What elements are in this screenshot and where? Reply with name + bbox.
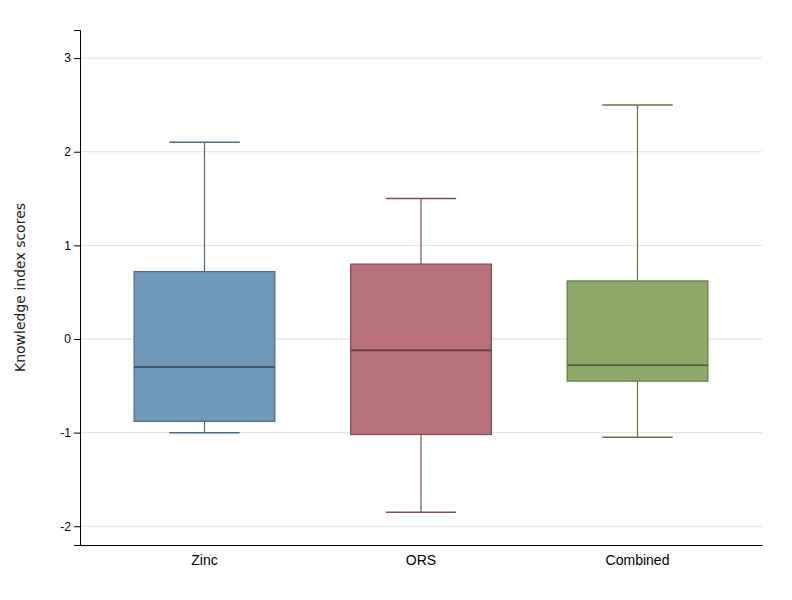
x-tick-label: Zinc <box>191 552 217 568</box>
upper-cap <box>386 198 456 200</box>
y-axis-line <box>74 31 81 546</box>
y-tick: 0 <box>64 332 80 346</box>
y-tick: 2 <box>64 145 80 159</box>
y-tick-mark <box>74 339 80 340</box>
y-tick-label: 1 <box>64 239 71 253</box>
y-tick-label: 2 <box>64 145 71 159</box>
lower-cap <box>386 511 456 513</box>
y-tick-mark <box>74 433 80 434</box>
lower-cap <box>602 437 672 439</box>
box <box>567 281 708 381</box>
lower-whisker <box>420 435 421 513</box>
y-tick-mark <box>74 245 80 246</box>
y-axis-title: Knowledge index scores <box>12 203 28 372</box>
y-tick-mark <box>74 58 80 59</box>
grid <box>80 58 762 526</box>
median <box>134 366 275 368</box>
x-tick: Combined <box>606 552 670 568</box>
x-axis: Zinc ORS Combined <box>81 546 763 568</box>
y-tick-mark <box>74 152 80 153</box>
y-tick-label: -1 <box>60 426 71 440</box>
y-tick-label: -2 <box>60 520 71 534</box>
grid-line <box>80 151 762 152</box>
upper-whisker <box>420 199 421 265</box>
box <box>134 272 275 422</box>
y-tick-mark <box>74 526 80 527</box>
grid-line <box>80 58 762 59</box>
y-tick: -2 <box>60 520 80 534</box>
upper-cap <box>169 142 239 144</box>
lower-whisker <box>637 381 638 437</box>
chart: -2 -1 0 1 2 3 Zinc ORS Combined Knowledge index s… <box>0 0 792 600</box>
box <box>351 264 492 434</box>
lower-cap <box>169 432 239 434</box>
y-axis: -2 -1 0 1 2 3 <box>60 31 80 546</box>
box-group <box>134 142 275 432</box>
y-tick-label: 3 <box>64 51 71 65</box>
box-group <box>567 105 708 437</box>
x-tick: ORS <box>406 552 436 568</box>
median <box>567 364 708 366</box>
upper-whisker <box>637 105 638 281</box>
y-tick: 1 <box>64 239 80 253</box>
y-tick: -1 <box>60 426 80 440</box>
x-tick: Zinc <box>191 552 217 568</box>
x-tick-label: Combined <box>606 552 670 568</box>
grid-line <box>80 526 762 527</box>
y-tick-label: 0 <box>64 332 71 346</box>
lower-whisker <box>204 421 205 432</box>
x-tick-label: ORS <box>406 552 436 568</box>
median <box>351 349 492 351</box>
upper-cap <box>602 104 672 106</box>
plot: -2 -1 0 1 2 3 Zinc ORS Combined Knowledge index s… <box>12 31 763 568</box>
box-group <box>351 199 492 513</box>
y-tick: 3 <box>64 51 80 65</box>
x-axis-line <box>81 545 763 546</box>
boxes <box>134 105 708 512</box>
upper-whisker <box>204 142 205 271</box>
